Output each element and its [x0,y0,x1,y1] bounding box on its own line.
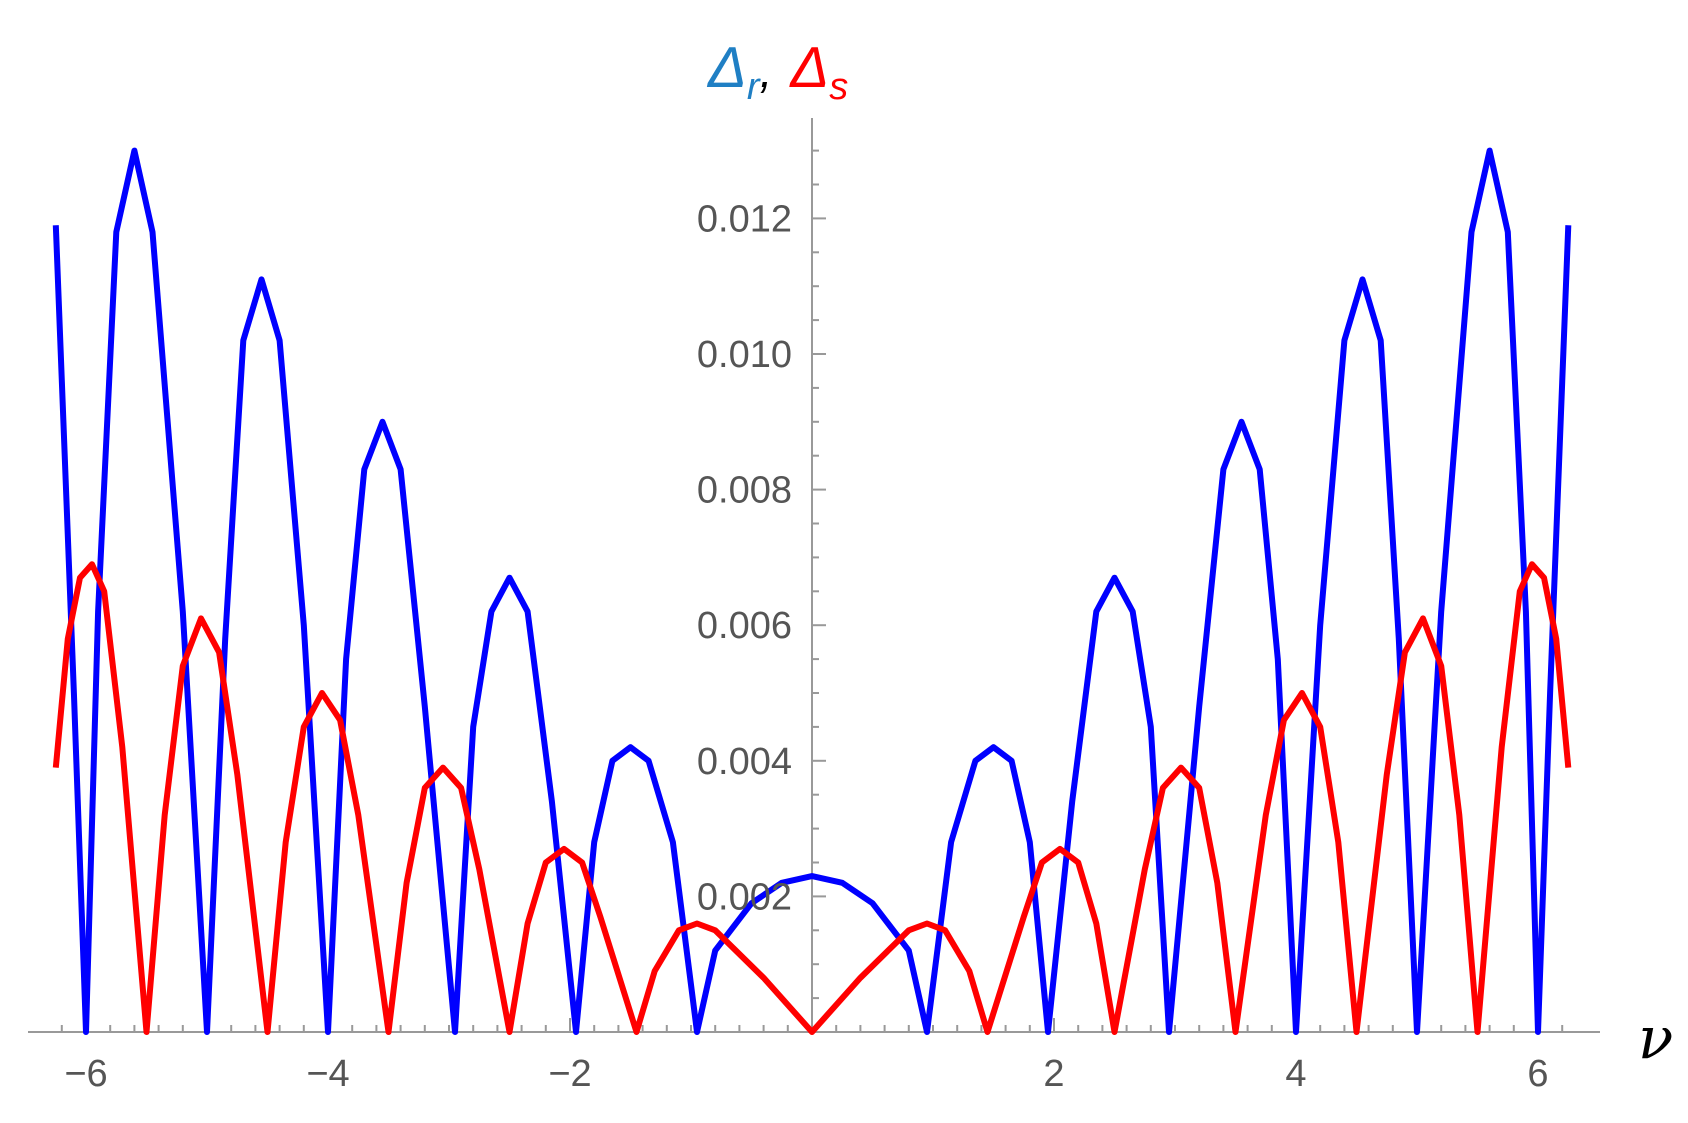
title-delta-s-symbol: Δ [788,35,829,100]
x-tick-label: 2 [1043,1053,1064,1095]
tick-labels: −6 −4 −2 2 4 6 0.002 0.004 0.006 0.008 0.010 0.012 [64,198,1548,1095]
y-tick-label: 0.012 [697,198,792,240]
title-r-subscript: r [747,66,761,108]
title-separator: , [760,45,773,97]
y-tick-label: 0.008 [697,470,792,512]
series-layer [52,147,1572,1035]
series-delta-r-line [52,147,1572,1035]
x-tick-label: 6 [1527,1053,1548,1095]
title-s-subscript: s [829,66,848,108]
series-delta-s-line [52,561,1572,1035]
chart-title: Δr, Δs [706,35,848,108]
y-tick-label: 0.002 [697,876,792,918]
x-axis-label: ν [1638,1004,1673,1072]
title-delta-r-symbol: Δ [706,35,747,100]
x-tick-label: −2 [548,1053,591,1095]
x-tick-label: −4 [306,1053,349,1095]
y-tick-label: 0.010 [697,334,792,376]
y-tick-label: 0.006 [697,605,792,647]
y-tick-label: 0.004 [697,741,792,783]
axes [28,118,1600,1033]
x-tick-label: 4 [1285,1053,1306,1095]
x-tick-label: −6 [64,1053,107,1095]
